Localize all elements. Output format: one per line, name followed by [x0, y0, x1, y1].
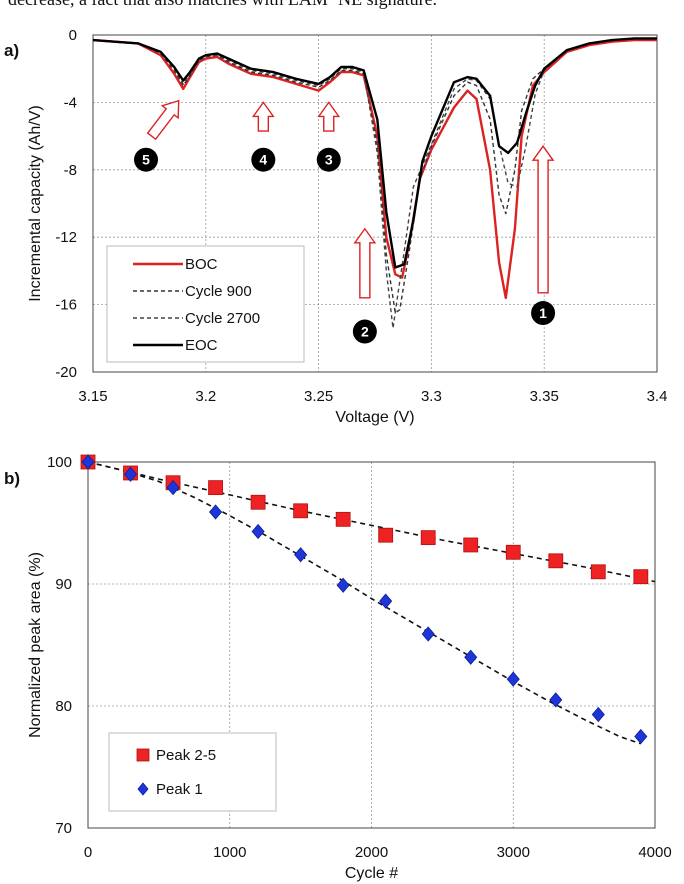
peak-arrow-1	[531, 145, 555, 294]
series-line-cycle-900	[92, 37, 657, 314]
x-axis-label: Cycle #	[345, 865, 398, 882]
data-point-peak-2-5	[250, 494, 266, 510]
data-point-peak-1	[336, 577, 350, 593]
y-tick-label: 100	[47, 454, 72, 471]
series-line-eoc	[92, 37, 657, 269]
legend-label: Peak 2-5	[156, 747, 216, 764]
data-point-peak-2-5	[293, 503, 309, 519]
data-point-peak-1	[591, 706, 605, 723]
legend-label: Peak 1	[156, 781, 203, 798]
x-tick-label: 2000	[355, 844, 388, 861]
peak-badge-3	[316, 147, 341, 172]
peak-arrow-5	[146, 99, 180, 141]
peak-arrow-2	[353, 227, 377, 299]
data-point-peak-2-5	[420, 530, 436, 546]
y-tick-label: 70	[55, 820, 72, 837]
y-tick-label: 90	[55, 576, 72, 593]
data-point-peak-2-5	[505, 544, 521, 560]
x-tick-label: 3.25	[304, 388, 333, 405]
data-point-peak-1	[379, 593, 393, 609]
x-tick-label: 3.2	[195, 388, 216, 405]
peak-badge-label: 1	[539, 305, 547, 321]
legend-box	[106, 245, 305, 363]
data-point-peak-1	[81, 454, 95, 470]
data-point-peak-1	[209, 504, 223, 520]
data-point-peak-2-5	[633, 569, 649, 585]
y-tick-label: -12	[55, 229, 77, 246]
panel-label: a)	[4, 41, 19, 60]
data-point-peak-1	[549, 692, 563, 708]
data-point-peak-1	[123, 466, 138, 482]
x-tick-label: 1000	[213, 844, 246, 861]
peak-arrow-4	[251, 101, 275, 132]
y-tick-label: -8	[64, 162, 77, 179]
data-point-peak-2-5	[463, 537, 479, 553]
y-axis-label: Normalized peak area (%)	[27, 552, 44, 738]
x-tick-label: 3.15	[78, 388, 107, 405]
legend-label: EOC	[185, 337, 218, 354]
data-point-peak-1	[294, 547, 308, 563]
legend-swatch	[136, 748, 150, 762]
x-tick-label: 3.3	[421, 388, 442, 405]
peak-badge-label: 5	[142, 152, 150, 168]
x-tick-label: 3000	[497, 844, 530, 861]
data-point-peak-1	[464, 649, 478, 665]
panel-a: 3.15 3.2 3.25 3.3 3.35 3.4 0 -4 -8 -12 -16 -20 Volta…	[4, 27, 667, 426]
data-point-peak-2-5	[335, 511, 351, 527]
x-tick-label: 3.4	[647, 388, 668, 405]
y-axis-label: Incremental capacity (Ah/V)	[27, 105, 44, 302]
y-tick-label: 0	[69, 27, 77, 44]
peak-badge-1	[531, 301, 556, 326]
legend-swatch	[137, 782, 149, 796]
top-caption-text: decrease, a fact that also matches with …	[0, 0, 684, 13]
fit-line-peak-2-5	[87, 461, 656, 583]
x-tick-label: 4000	[638, 844, 671, 861]
fit-line-peak-1	[87, 461, 642, 745]
y-tick-label: -4	[64, 94, 77, 111]
peak-badge-label: 4	[259, 152, 267, 168]
panel-label: b)	[4, 469, 20, 488]
y-tick-label: -20	[55, 364, 77, 381]
x-axis-label: Voltage (V)	[335, 409, 414, 426]
data-point-peak-1	[506, 671, 520, 687]
peak-badge-label: 2	[361, 324, 369, 340]
panel-b: 0 1000 2000 3000 4000 70 80 90 100 Cycle # Normali…	[4, 454, 672, 882]
peak-badge-2	[352, 319, 377, 344]
legend-label: Cycle 900	[185, 283, 252, 300]
y-tick-label: -16	[55, 297, 77, 314]
data-point-peak-1	[251, 523, 265, 540]
legend-label: BOC	[185, 256, 218, 273]
data-point-peak-1	[634, 728, 648, 745]
peak-badge-label: 3	[325, 152, 333, 168]
peak-arrow-3	[317, 101, 341, 132]
data-point-peak-2-5	[590, 564, 606, 580]
y-tick-label: 80	[55, 698, 72, 715]
peak-badge-4	[251, 147, 276, 172]
legend-label: Cycle 2700	[185, 310, 260, 327]
x-tick-label: 0	[84, 844, 92, 861]
x-tick-label: 3.35	[530, 388, 559, 405]
data-point-peak-2-5	[378, 527, 394, 543]
data-point-peak-1	[421, 626, 435, 642]
data-point-peak-2-5	[208, 480, 223, 496]
legend-box	[108, 732, 277, 812]
plot-frame	[87, 461, 656, 829]
plot-frame	[92, 34, 658, 373]
data-point-peak-2-5	[548, 553, 564, 569]
peak-badge-5	[134, 147, 159, 172]
data-point-peak-1	[166, 480, 180, 496]
